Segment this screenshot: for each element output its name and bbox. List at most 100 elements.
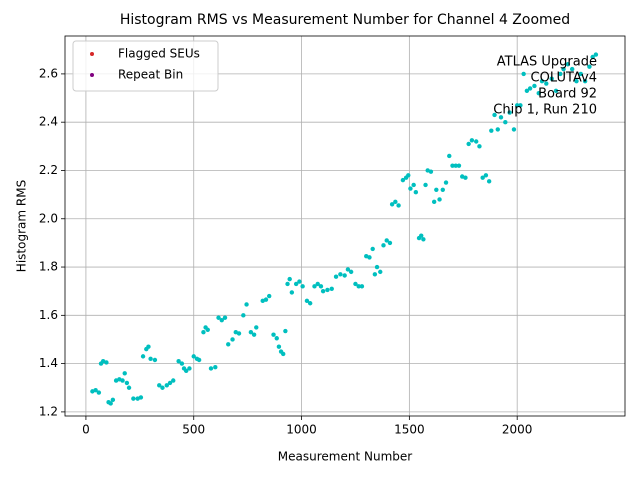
point: [440, 187, 445, 192]
point: [378, 269, 383, 275]
point: [325, 287, 330, 293]
point: [437, 197, 442, 202]
point: [171, 378, 176, 383]
point: [434, 187, 439, 192]
point: [370, 246, 375, 252]
point: [320, 288, 326, 294]
point: [263, 297, 269, 302]
point: [293, 281, 299, 287]
point: [300, 284, 305, 289]
point: [251, 332, 257, 337]
y-tick-label: 1.4: [39, 356, 58, 370]
point: [267, 293, 272, 299]
x-axis-label: Measurement Number: [278, 450, 412, 464]
annotation: Board 92: [538, 87, 597, 102]
point: [474, 139, 479, 144]
point: [281, 351, 286, 357]
point: [558, 71, 563, 77]
point: [138, 395, 144, 400]
point: [287, 276, 292, 282]
point: [503, 119, 508, 125]
point: [384, 238, 389, 243]
point: [304, 298, 310, 304]
point: [393, 199, 398, 205]
point: [124, 380, 130, 386]
plot-frame: [64, 35, 626, 417]
point: [183, 368, 189, 374]
point: [297, 279, 302, 284]
point: [191, 354, 196, 359]
point: [549, 76, 554, 81]
point: [582, 78, 588, 84]
point: [372, 272, 378, 277]
y-tick-label: 2.0: [39, 211, 58, 225]
y-tick-label: 1.6: [39, 308, 58, 322]
point: [338, 272, 343, 277]
point: [431, 199, 437, 205]
legend-box: [72, 40, 219, 92]
point: [381, 243, 386, 248]
point: [565, 62, 571, 67]
point: [333, 274, 339, 279]
point: [157, 383, 162, 388]
point: [477, 144, 482, 149]
point: [307, 301, 313, 306]
point: [419, 233, 424, 238]
point: [453, 163, 458, 168]
annotation: COLUTAv4: [531, 71, 597, 86]
point: [374, 264, 380, 270]
point: [342, 273, 347, 278]
point: [486, 179, 492, 184]
y-axis-label: Histogram RMS: [15, 180, 29, 272]
point: [511, 127, 517, 132]
point: [312, 284, 317, 289]
point: [561, 66, 566, 72]
point: [219, 317, 224, 323]
x-tick-label: 2000: [502, 423, 533, 437]
legend-marker: [90, 52, 94, 56]
point: [289, 290, 295, 295]
legend-label: Repeat Bin: [118, 68, 183, 82]
point: [104, 360, 109, 365]
point: [411, 182, 416, 188]
point: [423, 182, 428, 188]
point: [274, 336, 279, 341]
legend-label: Flagged SEUs: [118, 47, 200, 61]
point: [495, 127, 500, 132]
point: [483, 173, 489, 178]
y-tick-label: 2.2: [39, 163, 58, 177]
point: [536, 91, 541, 96]
point: [367, 255, 372, 260]
point: [108, 401, 113, 406]
point: [241, 313, 246, 318]
y-tick-label: 1.8: [39, 260, 58, 274]
point: [213, 365, 218, 370]
point: [480, 175, 485, 180]
point: [356, 284, 361, 289]
point: [248, 330, 254, 335]
y-tick-label: 2.6: [39, 66, 58, 80]
point: [447, 153, 452, 159]
y-tick-label: 1.2: [39, 404, 58, 418]
point: [285, 281, 290, 287]
point: [492, 112, 497, 118]
x-tick-label: 1500: [394, 423, 425, 437]
point: [315, 281, 320, 287]
point: [276, 344, 282, 349]
point: [524, 88, 530, 94]
point: [456, 163, 462, 168]
point: [450, 163, 455, 168]
point: [569, 66, 575, 72]
point: [318, 284, 324, 289]
point: [507, 110, 512, 115]
point: [283, 328, 288, 334]
point: [126, 385, 132, 390]
point: [489, 128, 494, 133]
x-tick-label: 0: [82, 423, 90, 437]
point: [196, 357, 202, 363]
point: [469, 138, 475, 143]
point: [578, 71, 583, 77]
point: [254, 325, 259, 330]
